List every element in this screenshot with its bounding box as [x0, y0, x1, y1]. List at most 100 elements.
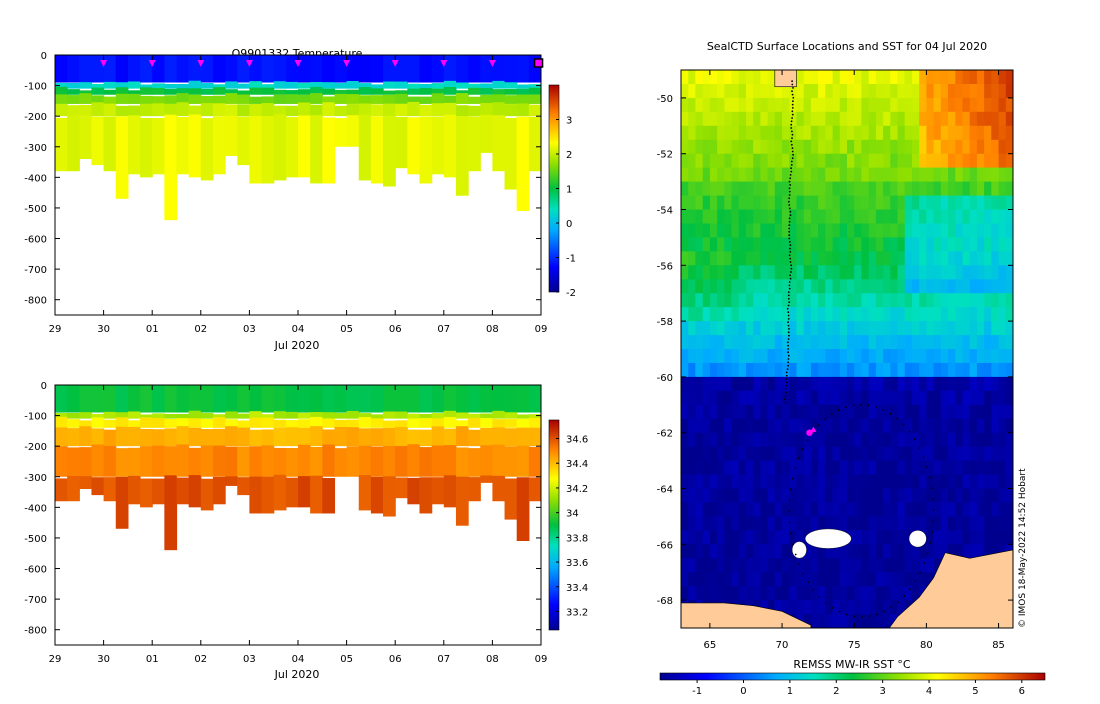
sst-cell — [969, 209, 978, 224]
temperature-cell — [249, 87, 263, 95]
map-title: SealCTD Surface Locations and SST for 04… — [707, 40, 987, 53]
sst-cell — [688, 70, 696, 85]
sst-cell — [847, 307, 855, 322]
sst-cell — [1005, 446, 1013, 462]
sst-cell — [969, 376, 978, 392]
sst-cell — [868, 572, 877, 587]
sst-cell — [904, 84, 913, 99]
salinity-cell — [103, 445, 117, 477]
sst-cell — [919, 279, 927, 294]
sst-cell — [702, 349, 711, 364]
sst-cell — [810, 307, 819, 322]
sst-cell — [746, 237, 754, 252]
sst-cell — [984, 181, 992, 196]
sst-cell — [782, 446, 790, 462]
salinity-cell — [67, 447, 80, 477]
temperature-x-label: Jul 2020 — [274, 339, 320, 352]
sst-cell — [810, 70, 819, 85]
salinity-cell — [455, 412, 469, 419]
sst-cell — [868, 139, 877, 155]
sst-cell — [854, 237, 862, 252]
sst-cb-label: 3 — [879, 686, 885, 697]
temperature-cell — [322, 102, 336, 117]
sst-cell — [854, 70, 862, 85]
sst-cell — [868, 223, 877, 238]
sst-cell — [912, 446, 920, 462]
sst-cell — [919, 153, 927, 169]
salinity-cell — [67, 475, 80, 502]
temperature-profile — [455, 55, 469, 196]
temperature-cell — [55, 94, 68, 104]
sst-cell — [774, 265, 783, 280]
sst-cell — [861, 558, 870, 573]
sst-cell — [832, 279, 841, 294]
sst-cell — [738, 530, 747, 545]
temperature-cell — [443, 86, 457, 95]
temperature-cell — [455, 55, 469, 83]
salinity-cell — [480, 475, 493, 483]
sst-cell — [861, 432, 870, 448]
temperature-cell — [115, 55, 129, 83]
temperature-cell — [358, 55, 372, 83]
temperature-cell — [55, 82, 68, 89]
sst-cell — [731, 279, 740, 294]
sst-cell — [854, 167, 862, 183]
sst-cell — [839, 251, 848, 266]
sst-cell — [688, 530, 696, 545]
sst-cell — [897, 279, 906, 294]
sst-cell — [753, 544, 761, 559]
salinity-cell — [480, 445, 493, 477]
sst-cell — [962, 237, 971, 252]
sst-cell — [753, 307, 761, 322]
sst-cell — [919, 209, 927, 224]
lat-tick-label: -52 — [657, 150, 673, 161]
sst-cell — [948, 446, 956, 462]
sst-cell — [940, 237, 949, 252]
sst-cell — [688, 307, 696, 322]
sst-cell — [875, 600, 884, 615]
sst-cell — [688, 251, 696, 266]
sst-cell — [948, 530, 956, 545]
sst-cell — [883, 195, 891, 210]
sst-cell — [724, 237, 732, 252]
sst-cell — [890, 474, 898, 489]
sst-row — [681, 446, 1013, 462]
sst-cell — [854, 349, 862, 364]
sst-cell — [912, 223, 920, 238]
sst-cell — [839, 293, 848, 308]
sst-cell — [868, 460, 877, 476]
sst-cell — [774, 474, 783, 489]
temperature-cell — [79, 82, 93, 89]
temperature-cell — [504, 89, 518, 95]
sst-cell — [695, 516, 704, 531]
sst-cell — [847, 418, 855, 434]
sst-cell — [760, 362, 769, 378]
sst-cell — [955, 70, 963, 85]
temperature-cell — [346, 55, 360, 83]
sst-cell — [695, 237, 704, 252]
sst-cell — [695, 432, 704, 448]
salinity-cell — [249, 476, 263, 514]
sst-cell — [746, 111, 754, 127]
sst-cell — [919, 432, 927, 448]
sst-cell — [919, 446, 927, 462]
sst-cell — [782, 460, 790, 476]
salinity-cell — [358, 475, 372, 511]
sst-cell — [803, 572, 812, 587]
temperature-cell — [431, 55, 445, 83]
sst-cell — [753, 237, 761, 252]
sst-cell — [839, 265, 848, 280]
track-point — [922, 456, 925, 459]
sst-cell — [868, 404, 877, 420]
sst-cell — [897, 418, 906, 434]
salinity-y-axis: 0-100-200-300-400-500-600-700-800 — [24, 381, 541, 637]
sst-cell — [969, 251, 978, 266]
sst-cell — [847, 181, 855, 196]
sst-cell — [810, 558, 819, 573]
sst-cell — [681, 195, 689, 210]
lon-tick-label: 85 — [992, 640, 1005, 651]
sst-cell — [731, 390, 740, 406]
sst-cell — [998, 84, 1007, 99]
sst-cell — [688, 586, 696, 601]
sst-cell — [746, 530, 754, 545]
